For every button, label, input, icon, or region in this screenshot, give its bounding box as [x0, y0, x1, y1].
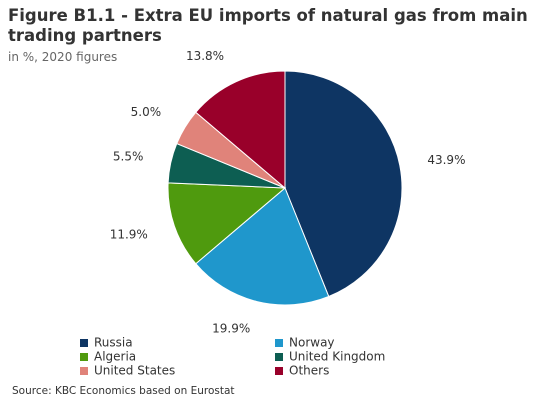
legend-swatch — [80, 367, 88, 375]
legend-swatch — [275, 339, 283, 347]
legend-label: United States — [94, 364, 175, 378]
data-label: 5.5% — [113, 149, 144, 163]
source-note: Source: KBC Economics based on Eurostat — [12, 385, 235, 397]
data-label: 13.8% — [186, 49, 224, 63]
legend-swatch — [80, 339, 88, 347]
pie-slice — [284, 70, 403, 298]
data-label: 11.9% — [110, 227, 148, 241]
legend-label: United Kingdom — [289, 350, 385, 364]
data-label: 43.9% — [427, 153, 465, 167]
chart-title: Figure B1.1 - Extra EU imports of natura… — [8, 6, 528, 45]
pie-slice — [195, 187, 330, 306]
data-label: 19.9% — [212, 321, 250, 335]
pie-slice — [195, 70, 286, 190]
legend-swatch — [275, 353, 283, 361]
data-label: 5.0% — [131, 105, 162, 119]
chart-subtitle: in %, 2020 figures — [8, 50, 118, 64]
pie-slice — [167, 182, 287, 265]
legend-swatch — [275, 367, 283, 375]
legend-label: Russia — [94, 336, 133, 350]
legend-swatch — [80, 353, 88, 361]
legend-label: Others — [289, 364, 329, 378]
legend-label: Norway — [289, 336, 335, 350]
legend-label: Algeria — [94, 350, 136, 364]
